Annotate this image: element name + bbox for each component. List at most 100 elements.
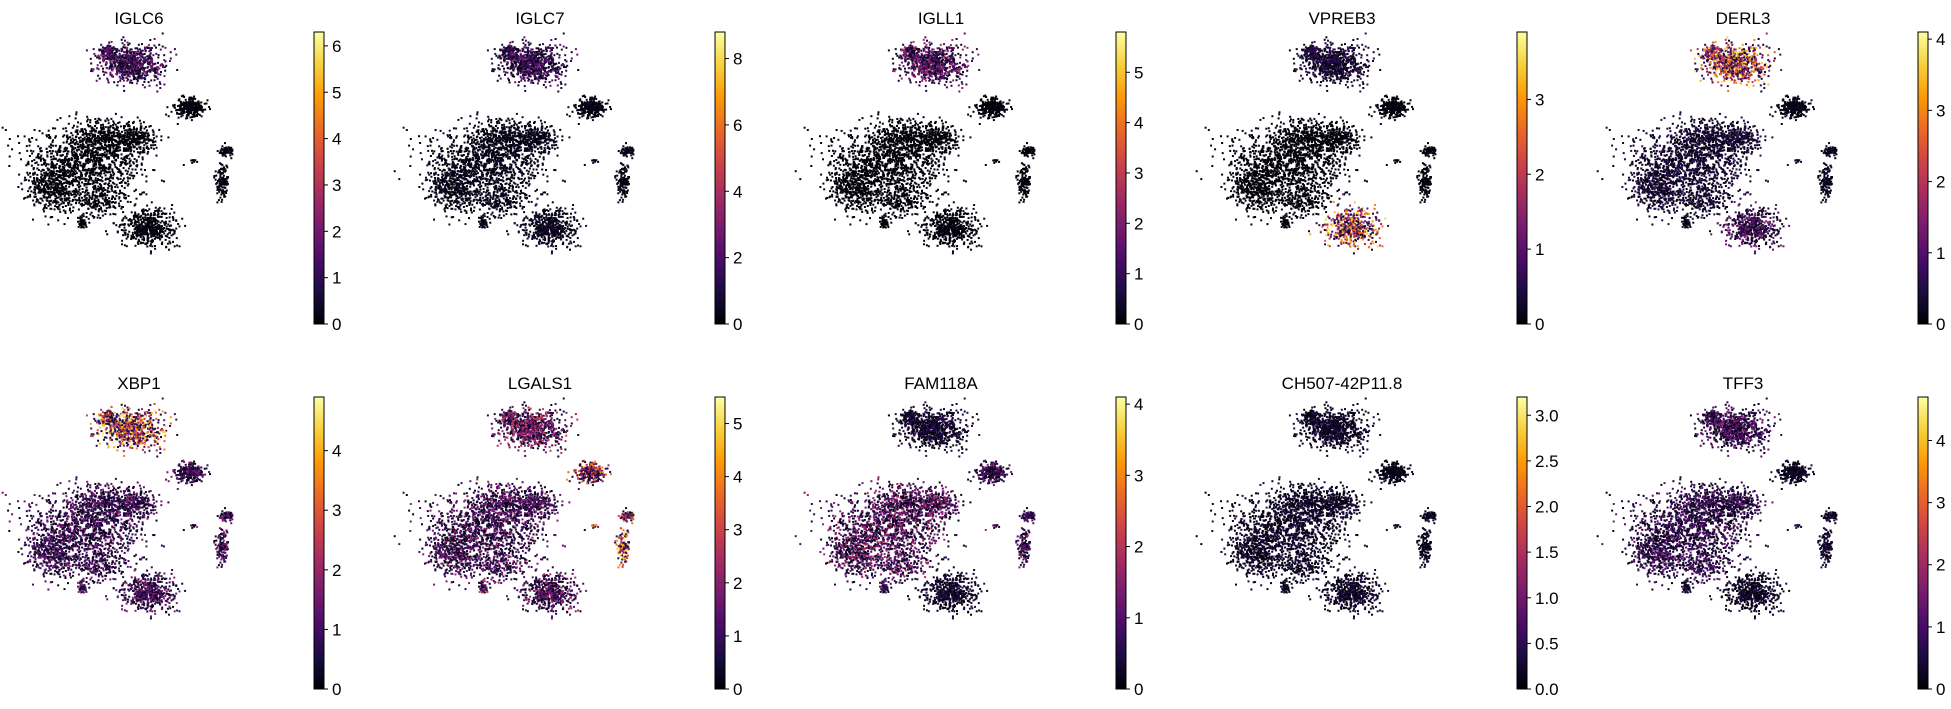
- scatter-point: [156, 234, 158, 236]
- scatter-point: [484, 183, 486, 185]
- scatter-point: [200, 108, 202, 110]
- scatter-point: [53, 184, 55, 186]
- scatter-point: [456, 158, 458, 160]
- scatter-point: [153, 214, 155, 216]
- scatter-point: [451, 156, 453, 158]
- scatter-point: [115, 113, 117, 115]
- scatter-point: [204, 109, 206, 111]
- scatter-point: [94, 194, 96, 196]
- scatter-point: [83, 133, 85, 135]
- scatter-point: [76, 191, 78, 193]
- scatter-point: [150, 79, 152, 81]
- scatter-point: [185, 117, 187, 119]
- scatter-point: [111, 41, 113, 43]
- scatter-point: [107, 178, 109, 180]
- scatter-point: [59, 211, 61, 213]
- scatter-point: [116, 132, 118, 134]
- scatter-point: [509, 168, 511, 170]
- scatter-point: [55, 135, 57, 137]
- scatter-point: [529, 162, 531, 164]
- scatter-point: [93, 216, 95, 218]
- scatter-point: [111, 188, 113, 190]
- scatter-point: [20, 158, 22, 160]
- scatter-point: [85, 224, 87, 226]
- scatter-point: [137, 224, 139, 226]
- scatter-point: [41, 150, 43, 152]
- scatter-point: [90, 63, 92, 65]
- scatter-point: [124, 130, 126, 132]
- scatter-point: [62, 174, 64, 176]
- scatter-point: [45, 215, 47, 217]
- scatter-point: [77, 184, 79, 186]
- scatter-point: [127, 236, 129, 238]
- scatter-point: [105, 230, 107, 232]
- scatter-point: [146, 246, 148, 248]
- scatter-point: [65, 185, 67, 187]
- scatter-point: [138, 146, 140, 148]
- scatter-point: [537, 161, 539, 163]
- scatter-point: [453, 139, 455, 141]
- scatter-point: [153, 169, 155, 171]
- scatter-point: [97, 147, 99, 149]
- scatter-point: [107, 132, 109, 134]
- scatter-point: [168, 229, 170, 231]
- scatter-point: [65, 127, 67, 129]
- scatter-point: [456, 135, 458, 137]
- scatter-point: [113, 127, 115, 129]
- scatter-point: [88, 159, 90, 161]
- scatter-point: [127, 57, 129, 59]
- scatter-point: [508, 187, 510, 189]
- scatter-point: [88, 195, 90, 197]
- scatter-point: [223, 166, 225, 168]
- scatter-point: [110, 60, 112, 62]
- scatter-point: [51, 173, 53, 175]
- scatter-point: [115, 159, 117, 161]
- scatter-point: [126, 53, 128, 55]
- scatter-point: [143, 239, 145, 241]
- scatter-point: [95, 164, 97, 166]
- scatter-point: [145, 232, 147, 234]
- scatter-point: [150, 66, 152, 68]
- scatter-point: [78, 149, 80, 151]
- scatter-point: [190, 108, 192, 110]
- scatter-point: [106, 199, 108, 201]
- scatter-point: [108, 200, 110, 202]
- scatter-point: [92, 174, 94, 176]
- scatter-point: [76, 159, 78, 161]
- scatter-point: [466, 185, 468, 187]
- scatter-point: [154, 79, 156, 81]
- scatter-point: [123, 71, 125, 73]
- scatter-point: [75, 199, 77, 201]
- scatter-point: [131, 222, 133, 224]
- scatter-point: [530, 174, 532, 176]
- scatter-point: [72, 127, 74, 129]
- scatter-point: [478, 176, 480, 178]
- scatter-point: [124, 187, 126, 189]
- scatter-point: [114, 53, 116, 55]
- scatter-point: [497, 152, 499, 154]
- scatter-point: [131, 62, 133, 64]
- scatter-point: [437, 161, 439, 163]
- scatter-point: [62, 168, 64, 170]
- scatter-point: [112, 135, 114, 137]
- scatter-point: [140, 77, 142, 79]
- scatter-point: [86, 212, 88, 214]
- scatter-point: [129, 153, 131, 155]
- scatter-point: [72, 191, 74, 193]
- scatter-point: [130, 160, 132, 162]
- scatter-point: [130, 146, 132, 148]
- scatter-point: [517, 184, 519, 186]
- scatter-point: [123, 85, 125, 87]
- scatter-point: [524, 167, 526, 169]
- scatter-point: [46, 151, 48, 153]
- scatter-point: [50, 156, 52, 158]
- scatter-point: [465, 165, 467, 167]
- scatter-point: [112, 120, 114, 122]
- scatter-point: [516, 159, 518, 161]
- scatter-point: [142, 156, 144, 158]
- scatter-point: [140, 123, 142, 125]
- scatter-point: [121, 66, 123, 68]
- scatter-point: [121, 240, 123, 242]
- scatter-point: [49, 203, 51, 205]
- scatter-point: [9, 138, 11, 140]
